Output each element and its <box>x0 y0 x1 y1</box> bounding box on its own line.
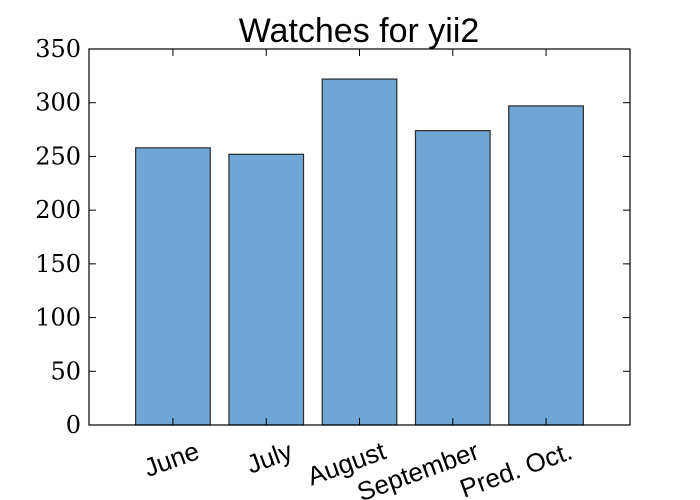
bar-june <box>135 147 211 426</box>
y-tick-label: 350 <box>35 35 81 63</box>
y-tick-label: 150 <box>35 250 81 278</box>
y-tick-label: 200 <box>35 196 81 224</box>
y-tick-label: 250 <box>35 142 81 170</box>
bars-layer <box>135 78 584 426</box>
bar-july <box>228 153 305 426</box>
y-tick-label: 300 <box>35 89 81 117</box>
plot-frame <box>88 48 631 426</box>
bar-pred-oct <box>508 105 584 426</box>
y-tick-label: 0 <box>66 411 81 439</box>
chart-title: Watches for yii2 <box>239 12 480 50</box>
bar-august <box>321 78 398 426</box>
y-tick-label: 50 <box>50 357 81 385</box>
y-tick-label: 100 <box>35 304 81 332</box>
bar-september <box>414 130 491 426</box>
ticks-layer <box>89 48 630 426</box>
x-tick-label: July <box>243 435 297 479</box>
x-tick-label: June <box>140 435 203 482</box>
